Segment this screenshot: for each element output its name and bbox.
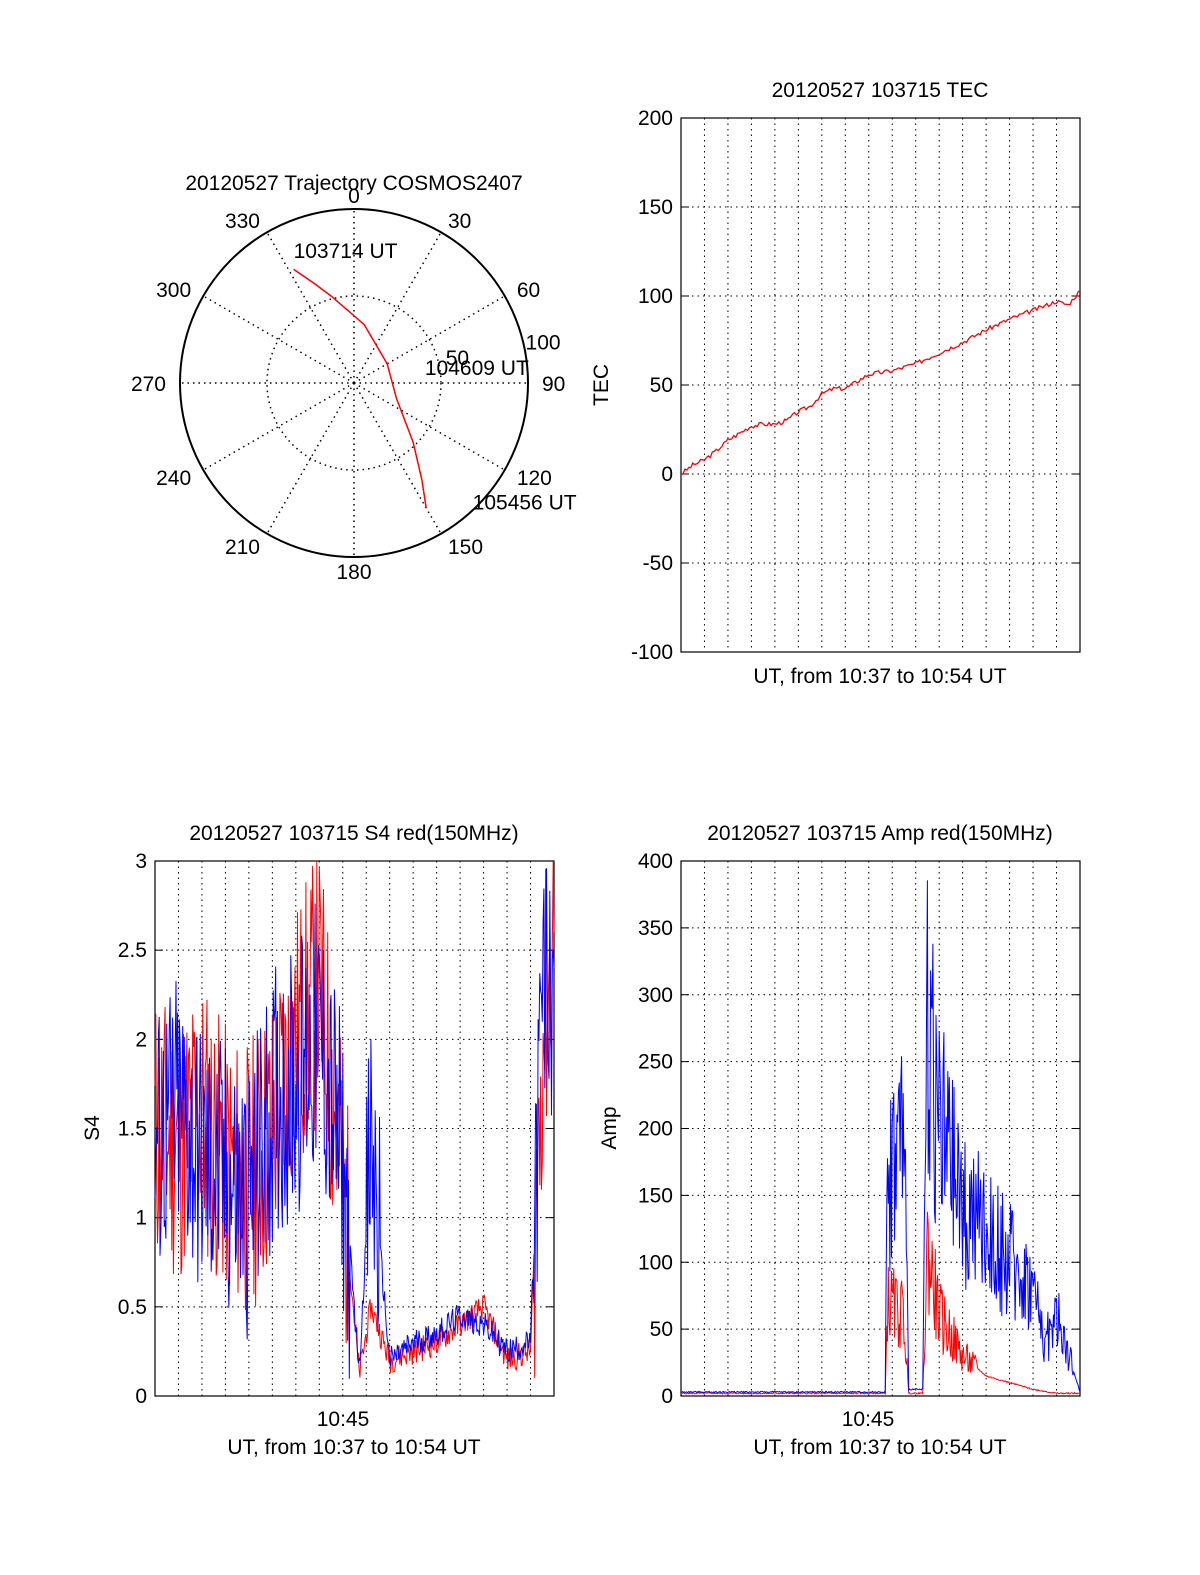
y-tick-label: 2 (135, 1028, 147, 1051)
y-tick-label: 200 (638, 1118, 673, 1141)
tec-xlabel: UT, from 10:37 to 10:54 UT (753, 665, 1006, 688)
polar-angle-label: 0 (348, 185, 360, 208)
series-line-blue (154, 868, 555, 1379)
polar-time-annotation: 105456 UT (473, 491, 577, 514)
polar-radius-label: 100 (526, 332, 561, 355)
y-tick-label: 2.5 (118, 939, 147, 962)
polar-spoke (353, 295, 506, 384)
y-tick-label: 0 (135, 1385, 147, 1408)
amp-line-plot: 20120527 103715 Amp red(150MHz) 0 50 100 15… (598, 822, 1081, 1459)
polar-angle-label: 30 (448, 210, 471, 233)
amp-title: 20120527 103715 Amp red(150MHz) (707, 822, 1053, 845)
tec-title: 20120527 103715 TEC (772, 79, 989, 102)
polar-outer-ring (179, 208, 529, 558)
series-line-red (680, 290, 1081, 476)
polar-spoke (353, 382, 506, 471)
polar-angle-label: 90 (542, 373, 565, 396)
y-tick-label: 100 (638, 1251, 673, 1274)
polar-spoke (353, 382, 442, 535)
amp-xtick-label: 10:45 (842, 1408, 895, 1431)
y-tick-label: 0 (661, 463, 673, 486)
polar-trajectory-line (293, 268, 427, 509)
y-tick-label: -100 (631, 641, 673, 664)
polar-spoke (353, 231, 442, 384)
polar-inner-ring (266, 295, 442, 471)
polar-annotations: 103714 UT 104609 UT 105456 UT (294, 240, 577, 514)
s4-xtick-label: 10:45 (317, 1408, 370, 1431)
polar-angle-label: 120 (517, 467, 552, 490)
y-tick-label: 1.5 (118, 1118, 147, 1141)
polar-spoke (202, 295, 355, 384)
polar-title: 20120527 Trajectory COSMOS2407 (185, 172, 522, 195)
y-tick-label: 150 (638, 196, 673, 219)
series-line-red (680, 1211, 1081, 1396)
s4-series (154, 860, 555, 1379)
polar-angle-label: 270 (131, 373, 166, 396)
y-tick-label: 300 (638, 984, 673, 1007)
tec-ylabel: TEC (590, 364, 613, 406)
polar-angle-label: 150 (448, 536, 483, 559)
tec-axes: -100 -50 0 50 100 150 200 (631, 107, 1081, 664)
y-tick-label: 1 (135, 1207, 147, 1230)
amp-series (680, 880, 1081, 1396)
polar-spoke (266, 382, 355, 535)
s4-title: 20120527 103715 S4 red(150MHz) (189, 822, 518, 845)
plot-frame (154, 860, 555, 1397)
polar-angle-label: 300 (156, 279, 191, 302)
amp-xlabel: UT, from 10:37 to 10:54 UT (753, 1436, 1006, 1459)
polar-spoke (266, 231, 355, 384)
s4-ylabel: S4 (81, 1115, 104, 1141)
tec-line-plot: 20120527 103715 TEC -100-50050100150200 … (590, 79, 1081, 688)
y-tick-label: 50 (650, 374, 673, 397)
y-tick-label: 100 (638, 285, 673, 308)
polar-angle-labels: 0 30 60 90 120 150 180 210 240 270 300 330 50 100 (131, 185, 565, 584)
polar-series (293, 268, 427, 509)
polar-angle-label: 330 (225, 210, 260, 233)
series-line-red (154, 860, 555, 1379)
polar-time-annotation: 104609 UT (425, 357, 529, 380)
polar-angle-label: 240 (156, 467, 191, 490)
y-tick-label: 350 (638, 917, 673, 940)
polar-radius-label: 50 (446, 347, 469, 370)
s4-axes: 0 0.5 1 1.5 2 2.5 3 (118, 850, 555, 1408)
trajectory-polar-plot: 20120527 Trajectory COSMOS2407 0 30 60 90 12… (131, 172, 577, 584)
amp-axes: 0 50 100 150 200 250 300 350 400 (638, 850, 1081, 1408)
y-tick-label: 0.5 (118, 1296, 147, 1319)
s4-line-plot: 20120527 103715 S4 red(150MHz) 0 0.5 1 1.5 2… (81, 822, 555, 1459)
series-line-blue (680, 880, 1081, 1394)
y-tick-label: 50 (650, 1318, 673, 1341)
y-tick-label: -50 (643, 552, 673, 575)
polar-angle-label: 60 (517, 279, 540, 302)
polar-time-annotation: 103714 UT (294, 240, 398, 263)
y-tick-label: 150 (638, 1184, 673, 1207)
polar-angle-label: 210 (225, 536, 260, 559)
y-tick-label: 250 (638, 1051, 673, 1074)
y-tick-label: 200 (638, 107, 673, 130)
plot-frame (680, 117, 1081, 653)
tec-series (680, 290, 1081, 476)
polar-angle-label: 180 (336, 561, 371, 584)
y-tick-label: 0 (661, 1385, 673, 1408)
amp-ylabel: Amp (598, 1106, 621, 1149)
s4-xlabel: UT, from 10:37 to 10:54 UT (227, 1436, 480, 1459)
y-tick-label: 3 (135, 850, 147, 873)
plot-frame (680, 860, 1081, 1397)
polar-grid (179, 208, 529, 558)
polar-spoke (202, 382, 355, 471)
y-tick-label: 400 (638, 850, 673, 873)
